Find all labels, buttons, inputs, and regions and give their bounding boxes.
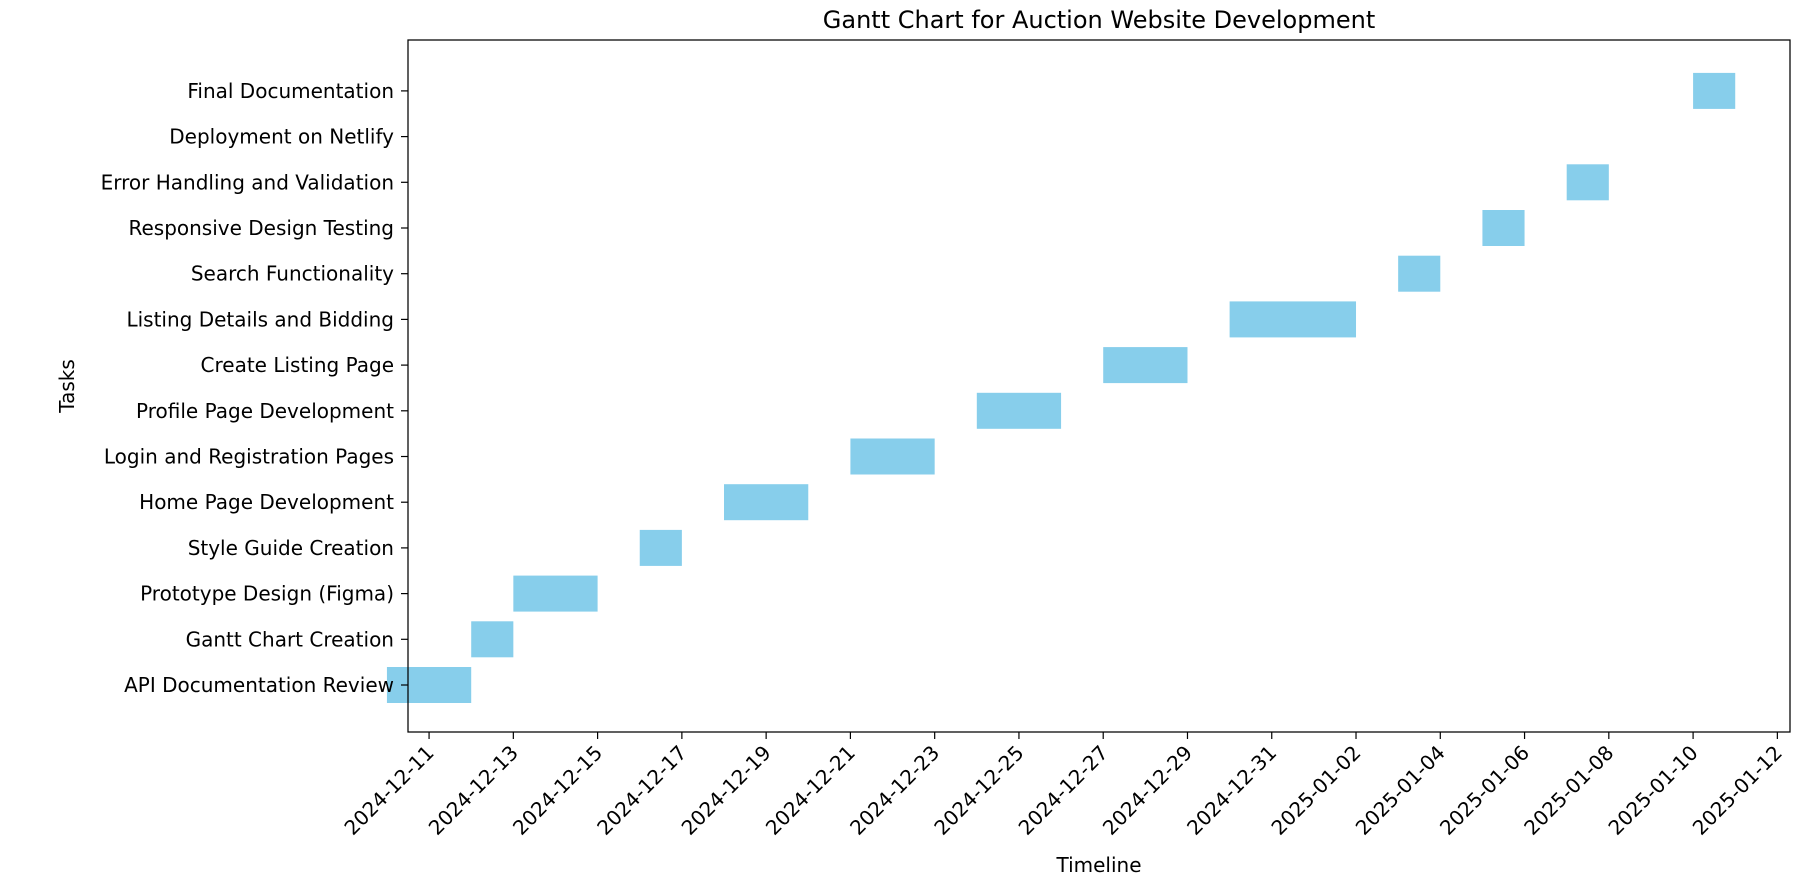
gantt-bar [471, 621, 514, 658]
y-axis-label: Tasks [55, 359, 79, 414]
y-tick-label: Create Listing Page [201, 353, 394, 377]
gantt-bar [513, 575, 598, 612]
gantt-bar [1566, 164, 1609, 201]
gantt-bar [724, 484, 809, 521]
gantt-bar [1482, 210, 1525, 246]
gantt-bar [1693, 72, 1736, 109]
y-tick-label: Home Page Development [139, 490, 394, 514]
bar-group [386, 72, 1736, 703]
gantt-bar [1398, 255, 1441, 292]
y-tick-label: Error Handling and Validation [101, 170, 394, 194]
gantt-bar [639, 529, 682, 566]
y-tick-label: Final Documentation [187, 79, 394, 103]
y-tick-label: API Documentation Review [124, 673, 394, 697]
y-tick-label: Profile Page Development [136, 399, 394, 423]
gantt-bar [1103, 347, 1188, 384]
y-tick-label: Login and Registration Pages [104, 445, 394, 469]
y-axis: API Documentation Review Gantt Chart Crea… [101, 79, 408, 697]
y-tick-label: Prototype Design (Figma) [140, 582, 394, 606]
y-tick-label: Responsive Design Testing [128, 216, 394, 240]
chart-title: Gantt Chart for Auction Website Developm… [823, 6, 1375, 34]
gantt-bar [976, 392, 1062, 429]
x-axis-label: Timeline [1055, 853, 1141, 877]
y-tick-label: Style Guide Creation [188, 536, 394, 560]
y-tick-label: Listing Details and Bidding [126, 307, 394, 331]
plot-frame [407, 39, 1791, 733]
y-tick-label: Deployment on Netlify [169, 125, 394, 149]
y-tick-label: Gantt Chart Creation [186, 627, 394, 651]
y-tick-label: Search Functionality [191, 262, 394, 286]
gantt-bar [850, 438, 935, 475]
gantt-bar [386, 667, 472, 703]
gantt-bar [1229, 301, 1357, 338]
